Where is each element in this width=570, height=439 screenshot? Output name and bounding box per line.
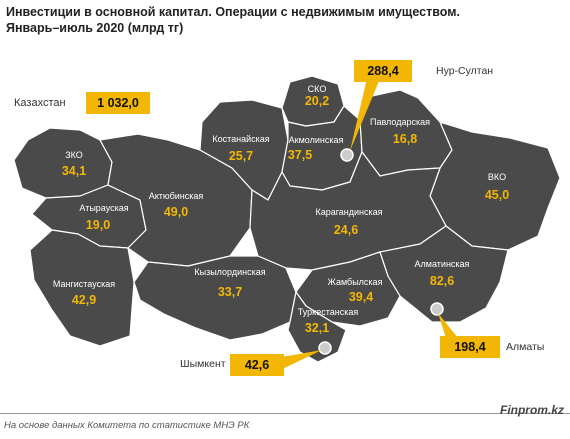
label-atyrau: Атырауская (79, 203, 128, 213)
label-sko: СКО (308, 84, 327, 94)
label-kyzylorda: Кызылординская (194, 267, 265, 277)
value-zhambyl: 39,4 (349, 290, 373, 304)
region-turkestan (285, 267, 347, 363)
almaty-label: Алматы (506, 341, 545, 353)
region-mangistau (29, 229, 135, 347)
value-mangistau: 42,9 (72, 293, 96, 307)
nursultan-value-badge: 288,4 (354, 60, 412, 82)
value-kostanay: 25,7 (229, 149, 253, 163)
almaty-pointer (438, 313, 458, 338)
footer-divider (0, 413, 570, 414)
value-sko: 20,2 (305, 94, 329, 108)
label-zko: ЗКО (65, 150, 83, 160)
source-note: На основе данных Комитета по статистике … (4, 420, 250, 431)
nursultan-label: Нур-Султан (436, 65, 494, 77)
value-turkestan: 32,1 (305, 321, 329, 335)
region-almatyobl (379, 225, 509, 323)
total-label: Казахстан (14, 97, 66, 109)
value-zko: 34,1 (62, 164, 86, 178)
label-mangistau: Мангистауская (53, 279, 115, 289)
label-pavlodar: Павлодарская (370, 117, 430, 127)
shymkent-value-badge: 42,6 (230, 354, 284, 376)
nursultan-pointer (350, 74, 382, 151)
chart-title: Инвестиции в основной капитал. Операции … (6, 4, 506, 36)
value-kyzylorda: 33,7 (218, 285, 242, 299)
shymkent-marker-icon (318, 341, 332, 355)
label-aktobe: Актюбинская (149, 191, 204, 201)
title-line-1: Инвестиции в основной капитал. Операции … (6, 5, 460, 19)
nursultan-marker-icon (340, 148, 354, 162)
value-almatyobl: 82,6 (430, 274, 454, 288)
label-almatyobl: Алматинская (415, 259, 470, 269)
brand-logo: Finprom.kz (499, 403, 564, 417)
value-pavlodar: 16,8 (393, 132, 417, 146)
total-value-badge: 1 032,0 (86, 92, 150, 114)
label-zhambyl: Жамбылская (328, 277, 383, 287)
region-karaganda (249, 151, 447, 271)
region-zko (13, 127, 113, 199)
shymkent-pointer (276, 350, 322, 372)
value-atyrau: 19,0 (86, 218, 110, 232)
label-akmola: Акмолинская (289, 135, 344, 145)
value-vko: 45,0 (485, 188, 509, 202)
shymkent-label: Шымкент (180, 358, 226, 370)
label-karaganda: Карагандинская (315, 207, 382, 217)
title-line-2: Январь–июль 2020 (млрд тг) (6, 21, 184, 35)
value-karaganda: 24,6 (334, 223, 358, 237)
label-kostanay: Костанайская (212, 134, 269, 144)
value-akmola: 37,5 (288, 148, 312, 162)
label-vko: ВКО (488, 172, 506, 182)
label-turkestan: Туркестанская (298, 307, 359, 317)
almaty-value-badge: 198,4 (440, 336, 500, 358)
almaty-marker-icon (430, 302, 444, 316)
value-aktobe: 49,0 (164, 205, 188, 219)
